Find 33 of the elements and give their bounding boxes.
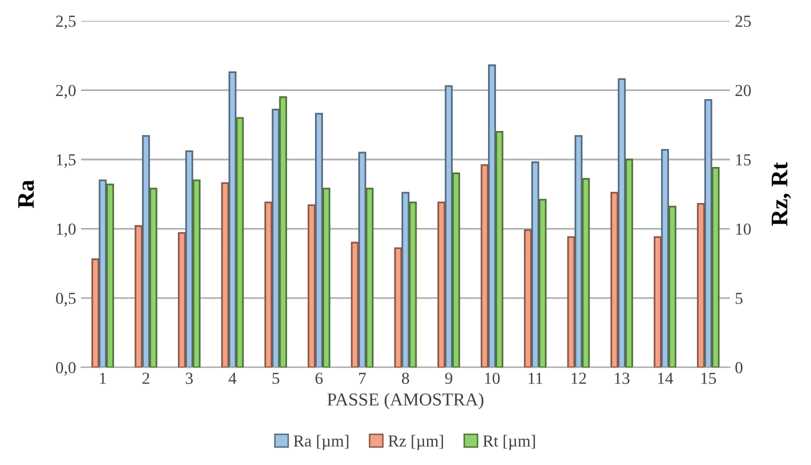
x-tick-label: 5: [272, 372, 280, 384]
x-tick-label: 6: [316, 372, 323, 384]
y-tick-label: 2,5: [56, 16, 76, 30]
x-tick-label: 10: [485, 372, 500, 384]
y2-axis-title: Rz, Rt: [772, 162, 791, 226]
x-tick-label: 4: [228, 372, 236, 384]
legend-label: Rz [µm]: [388, 434, 443, 450]
y2-tick-label: 5: [736, 292, 742, 304]
y-axis-title: Ra: [18, 180, 34, 208]
y2-tick-label: 0: [735, 362, 742, 374]
y2-tick-label: 20: [735, 84, 751, 96]
x-tick-label: 12: [572, 372, 586, 384]
x-tick-label: 7: [359, 372, 366, 384]
y-tick-label: 1,5: [56, 154, 76, 168]
x-tick-label: 9: [445, 372, 452, 384]
x-tick-label: 8: [402, 372, 410, 384]
y-tick-label: 1,0: [56, 223, 76, 238]
y-tick-label: 0,0: [56, 362, 76, 376]
y2-tick-label: 15: [736, 154, 751, 166]
x-tick-label: 15: [701, 372, 716, 384]
x-tick-label: 11: [528, 372, 542, 384]
x-tick-label: 13: [614, 372, 630, 384]
y2-tick-label: 25: [735, 16, 751, 27]
y2-tick-label: 10: [736, 223, 751, 235]
x-tick-label: 2: [142, 372, 150, 384]
x-axis-title: PASSE (AMOSTRA): [327, 392, 484, 410]
y-tick-label: 0,5: [56, 292, 76, 306]
x-tick-label: 14: [658, 372, 674, 384]
legend-label: Rt [µm]: [483, 434, 535, 450]
y-tick-label: 2,0: [56, 84, 76, 99]
x-tick-label: 3: [186, 372, 193, 384]
x-tick-label: 1: [100, 372, 106, 384]
legend-label: Ra [µm]: [294, 434, 348, 450]
